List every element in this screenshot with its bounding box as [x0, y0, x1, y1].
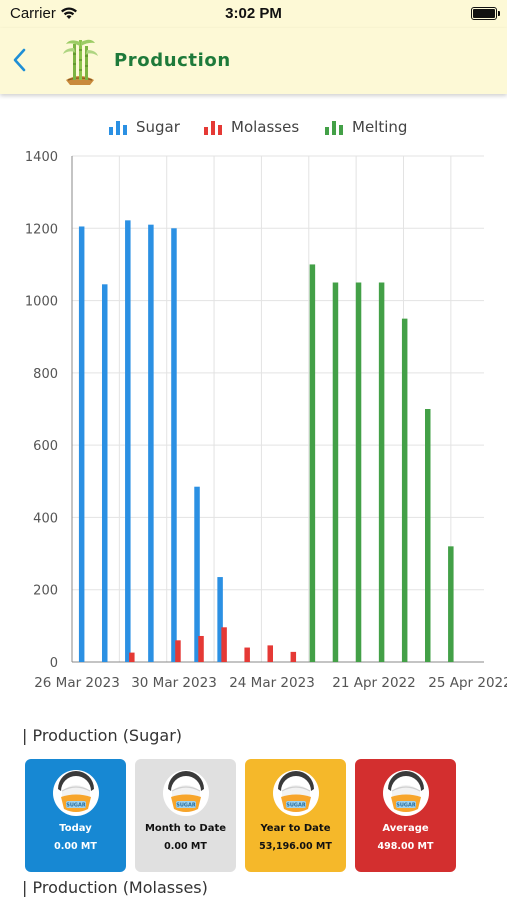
y-tick-label: 200 [33, 584, 58, 599]
x-tick-label: 30 Mar 2023 [131, 675, 217, 691]
y-tick-label: 1200 [25, 222, 58, 237]
bar-sugar[interactable] [148, 224, 154, 662]
carrier-label: Carrier [10, 5, 56, 22]
y-tick-label: 0 [50, 656, 58, 671]
status-bar: Carrier 3:02 PM [0, 0, 507, 28]
legend-label: Molasses [231, 118, 300, 136]
card-value: 0.00 MT [54, 841, 97, 852]
bar-molasses[interactable] [290, 651, 297, 662]
y-tick-label: 400 [33, 511, 58, 526]
legend-item-melting[interactable]: Melting [324, 118, 407, 136]
x-tick-label: 26 Mar 2023 [34, 675, 120, 691]
card-today[interactable]: SUGAR Today 0.00 MT [25, 759, 126, 872]
bar-molasses[interactable] [267, 645, 273, 662]
page-title: Production [114, 50, 231, 71]
wifi-icon [61, 7, 77, 19]
bar-sugar[interactable] [217, 577, 223, 662]
legend-label: Melting [352, 118, 408, 136]
sugar-bag-icon: SUGAR [383, 770, 429, 816]
card-label: Month to Date [144, 823, 227, 834]
bar-sugar[interactable] [125, 220, 131, 662]
card-label: Year to Date [260, 823, 331, 834]
sugar-bag-label: SUGAR [176, 803, 196, 809]
bar-molasses[interactable] [129, 652, 135, 662]
sugar-bag-icon: SUGAR [53, 770, 99, 816]
legend-label: Sugar [136, 118, 180, 136]
legend-item-molasses[interactable]: Molasses [203, 118, 299, 136]
bar-sugar[interactable] [171, 228, 177, 662]
bar-melting[interactable] [425, 409, 431, 662]
sugar-bag-label: SUGAR [396, 803, 416, 809]
section-title-sugar: | Production (Sugar) [22, 726, 183, 745]
y-tick-label: 800 [33, 367, 58, 382]
battery-icon [471, 7, 500, 20]
chevron-left-icon[interactable] [8, 45, 32, 75]
bar-molasses[interactable] [175, 640, 181, 662]
card-value: 0.00 MT [164, 841, 207, 852]
chart-legend: Sugar Molasses Melting [0, 118, 507, 144]
card-month-to-date[interactable]: SUGAR Month to Date 0.00 MT [135, 759, 236, 872]
y-tick-label: 1400 [25, 150, 58, 165]
bar-sugar[interactable] [78, 226, 85, 662]
y-tick-label: 1000 [25, 295, 58, 310]
bar-melting[interactable] [355, 282, 362, 663]
bar-molasses[interactable] [244, 647, 250, 662]
app-header: Production [0, 28, 507, 94]
bar-molasses[interactable] [221, 627, 227, 662]
bar-melting[interactable] [332, 282, 339, 663]
sugar-bag-icon: SUGAR [163, 770, 209, 816]
card-value: 53,196.00 MT [259, 841, 332, 852]
legend-item-sugar[interactable]: Sugar [108, 118, 180, 136]
x-tick-label: 21 Apr 2022 [332, 675, 415, 691]
card-year-to-date[interactable]: SUGAR Year to Date 53,196.00 MT [245, 759, 346, 872]
section-title-molasses: | Production (Molasses) [22, 878, 208, 897]
bar-chart-icon [204, 121, 222, 135]
y-tick-label: 600 [33, 439, 58, 454]
production-bar-chart[interactable]: 0 200 400 600 800 1000 1200 1400 26 Mar 2023 30 M… [0, 140, 507, 700]
clock: 3:02 PM [225, 5, 282, 22]
x-tick-label: 25 Apr 2022 [428, 675, 507, 691]
bar-molasses[interactable] [198, 635, 204, 662]
x-tick-label: 24 Mar 2023 [229, 675, 315, 691]
bar-melting[interactable] [378, 282, 385, 663]
summary-cards: SUGAR Today 0.00 MT SUGAR Month to Date 0.00 … [25, 759, 465, 872]
bar-chart-icon [109, 121, 127, 135]
card-label: Today [59, 823, 92, 834]
card-average[interactable]: SUGAR Average 498.00 MT [355, 759, 456, 872]
bar-chart-icon [325, 121, 343, 135]
bar-sugar[interactable] [194, 486, 200, 662]
bar-melting[interactable] [401, 318, 408, 662]
sugarcane-logo-icon [63, 39, 98, 85]
bar-sugar[interactable] [101, 284, 108, 662]
sugar-bag-icon: SUGAR [273, 770, 319, 816]
card-label: Average [382, 823, 429, 834]
bar-melting[interactable] [448, 546, 454, 662]
bar-melting[interactable] [309, 264, 316, 662]
card-value: 498.00 MT [377, 841, 434, 852]
sugar-bag-label: SUGAR [66, 803, 86, 809]
sugar-bag-label: SUGAR [286, 803, 306, 809]
